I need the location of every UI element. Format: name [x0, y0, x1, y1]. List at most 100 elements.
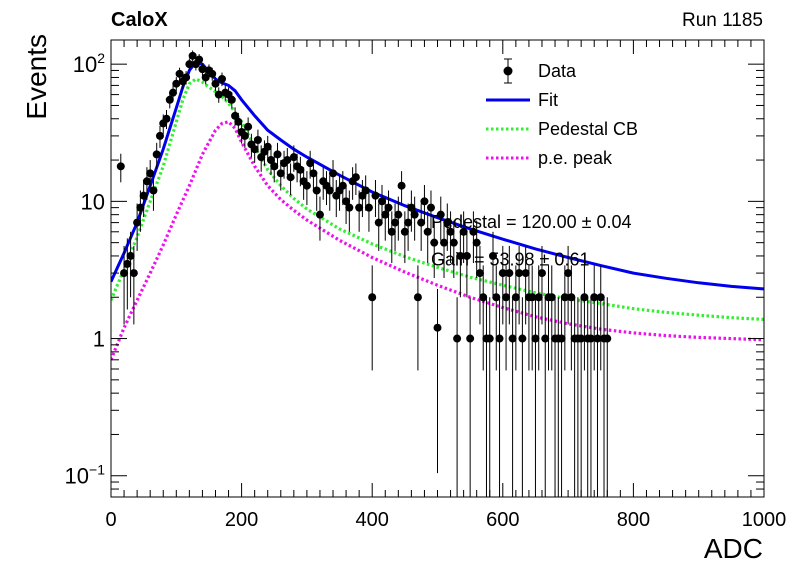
data-point — [172, 79, 181, 88]
data-point — [169, 88, 178, 97]
data-point — [364, 203, 373, 212]
data-point — [165, 95, 174, 104]
data-point — [443, 218, 452, 227]
data-point — [208, 69, 217, 78]
data-point — [315, 210, 324, 219]
data-point — [244, 122, 253, 131]
data-point — [355, 203, 364, 212]
data-point — [394, 210, 403, 219]
data-point — [436, 210, 445, 219]
data-point — [342, 197, 351, 206]
data-point — [505, 269, 514, 278]
data-point — [593, 334, 602, 343]
data-point — [120, 269, 129, 278]
axis-layer: 0 200 400 600 800 1000 10−1 1 10 102 — [65, 40, 787, 531]
data-point — [234, 117, 243, 126]
legend-label: Data — [538, 61, 577, 81]
data-point — [155, 131, 164, 140]
legend-marker-point — [503, 66, 513, 76]
data-point — [423, 227, 432, 236]
data-point — [276, 169, 285, 178]
data-point — [371, 191, 380, 200]
x-tick-label: 800 — [617, 509, 650, 531]
data-point — [289, 153, 298, 162]
data-point — [518, 334, 527, 343]
data-point — [430, 238, 439, 247]
data-point — [586, 334, 595, 343]
data-point — [214, 90, 223, 99]
data-point — [123, 259, 132, 268]
data-point — [195, 55, 204, 64]
data-point — [374, 218, 383, 227]
data-point — [116, 162, 125, 171]
data-point — [273, 150, 282, 159]
data-point — [453, 334, 462, 343]
data-point — [469, 227, 478, 236]
fit-annotation: Gain = 53.98 ± 0.61 — [431, 250, 589, 270]
data-point — [296, 165, 305, 174]
data-point — [361, 186, 370, 195]
series-p-e-peak — [111, 120, 764, 361]
data-point — [446, 227, 455, 236]
data-point — [560, 293, 569, 302]
data-point — [312, 186, 321, 195]
data-point — [302, 181, 311, 190]
data-point — [567, 293, 576, 302]
data-point — [263, 142, 272, 151]
data-point — [175, 69, 184, 78]
data-point — [142, 177, 151, 186]
data-point — [270, 162, 279, 171]
legend-label: p.e. peak — [538, 148, 613, 168]
data-point — [266, 156, 275, 165]
data-point — [325, 186, 334, 195]
data-point — [377, 197, 386, 206]
data-point — [345, 203, 354, 212]
data-point — [397, 181, 406, 190]
data-point — [495, 334, 504, 343]
experiment-label: CaloX — [111, 9, 168, 31]
data-point — [433, 323, 442, 332]
data-point — [603, 334, 612, 343]
series-layer — [111, 50, 764, 497]
data-point — [400, 227, 409, 236]
data-point — [492, 293, 501, 302]
data-point — [404, 218, 413, 227]
data-point — [466, 334, 475, 343]
data-point — [564, 269, 573, 278]
data-point — [250, 145, 259, 154]
data-point — [577, 334, 586, 343]
data-point — [547, 293, 556, 302]
data-point — [240, 131, 249, 140]
data-point — [472, 238, 481, 247]
y-tick-label: 10 — [81, 189, 105, 214]
data-point — [211, 79, 220, 88]
data-point — [498, 269, 507, 278]
data-point — [426, 203, 435, 212]
data-point — [146, 169, 155, 178]
x-tick-label: 400 — [356, 509, 389, 531]
data-point — [489, 251, 498, 260]
data-point — [475, 269, 484, 278]
data-point — [410, 210, 419, 219]
x-tick-label: 600 — [486, 509, 519, 531]
data-point — [231, 111, 240, 120]
data-point — [133, 218, 142, 227]
x-tick-label: 200 — [225, 509, 258, 531]
data-point — [515, 269, 524, 278]
data-point — [596, 293, 605, 302]
run-label: Run 1185 — [682, 10, 763, 31]
data-point — [479, 293, 488, 302]
y-tick-label: 102 — [73, 50, 105, 77]
data-point — [420, 197, 429, 206]
data-point — [329, 169, 338, 178]
data-point — [485, 334, 494, 343]
data-point — [521, 269, 530, 278]
data-point — [407, 203, 416, 212]
x-tick-label: 1000 — [742, 509, 787, 531]
data-point — [541, 334, 550, 343]
data-point — [149, 186, 158, 195]
data-point — [152, 150, 161, 159]
data-point — [351, 173, 360, 182]
data-point — [387, 227, 396, 236]
data-point — [306, 159, 315, 168]
